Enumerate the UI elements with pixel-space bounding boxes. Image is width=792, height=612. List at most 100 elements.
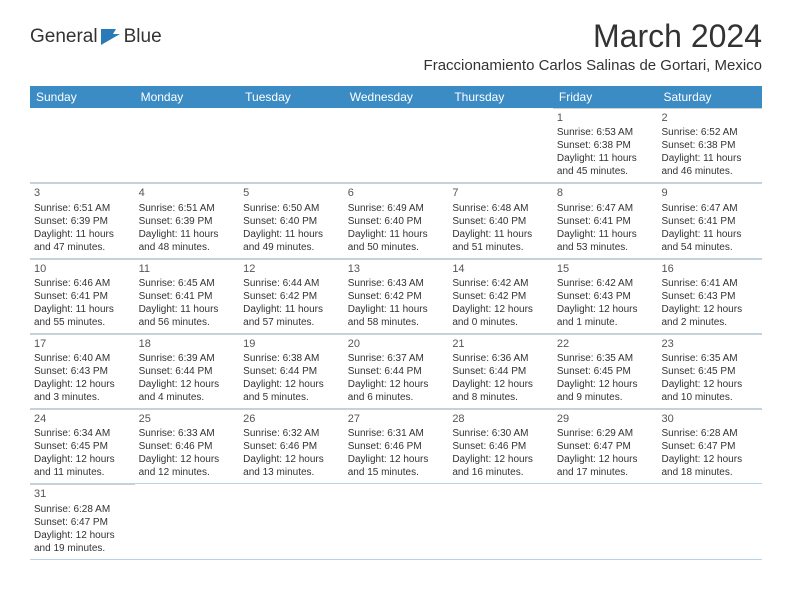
sunset-line: Sunset: 6:46 PM — [243, 440, 340, 453]
logo: General Blue — [30, 26, 162, 48]
day-number: 6 — [348, 186, 445, 200]
sunrise-line: Sunrise: 6:49 AM — [348, 202, 445, 215]
sunset-line: Sunset: 6:44 PM — [243, 365, 340, 378]
sunrise-line: Sunrise: 6:35 AM — [661, 352, 758, 365]
day-cell: 10Sunrise: 6:46 AMSunset: 6:41 PMDayligh… — [30, 259, 135, 333]
day-cell: 27Sunrise: 6:31 AMSunset: 6:46 PMDayligh… — [344, 409, 449, 483]
sunset-line: Sunset: 6:38 PM — [557, 139, 654, 152]
day-number: 15 — [557, 262, 654, 276]
sunset-line: Sunset: 6:38 PM — [661, 139, 758, 152]
sunrise-line: Sunrise: 6:35 AM — [557, 352, 654, 365]
sunset-line: Sunset: 6:45 PM — [557, 365, 654, 378]
day-cell: 21Sunrise: 6:36 AMSunset: 6:44 PMDayligh… — [448, 334, 553, 408]
daylight-line: Daylight: 11 hours and 54 minutes. — [661, 228, 758, 254]
sunset-line: Sunset: 6:43 PM — [661, 290, 758, 303]
day-cell: 3Sunrise: 6:51 AMSunset: 6:39 PMDaylight… — [30, 183, 135, 257]
day-number: 12 — [243, 262, 340, 276]
week-row: 10Sunrise: 6:46 AMSunset: 6:41 PMDayligh… — [30, 259, 762, 334]
day-header: Tuesday — [239, 86, 344, 108]
sunrise-line: Sunrise: 6:32 AM — [243, 427, 340, 440]
day-cell: 31Sunrise: 6:28 AMSunset: 6:47 PMDayligh… — [30, 484, 135, 558]
header: General Blue March 2024 Fraccionamiento … — [0, 0, 792, 80]
sunrise-line: Sunrise: 6:43 AM — [348, 277, 445, 290]
daylight-line: Daylight: 11 hours and 53 minutes. — [557, 228, 654, 254]
sunset-line: Sunset: 6:42 PM — [348, 290, 445, 303]
sunrise-line: Sunrise: 6:46 AM — [34, 277, 131, 290]
day-cell: 16Sunrise: 6:41 AMSunset: 6:43 PMDayligh… — [657, 259, 762, 333]
sunrise-line: Sunrise: 6:33 AM — [139, 427, 236, 440]
sunset-line: Sunset: 6:39 PM — [34, 215, 131, 228]
day-cell — [344, 108, 449, 182]
day-cell: 20Sunrise: 6:37 AMSunset: 6:44 PMDayligh… — [344, 334, 449, 408]
daylight-line: Daylight: 12 hours and 11 minutes. — [34, 453, 131, 479]
day-cell — [344, 484, 449, 558]
sunrise-line: Sunrise: 6:38 AM — [243, 352, 340, 365]
sunrise-line: Sunrise: 6:52 AM — [661, 126, 758, 139]
day-number: 9 — [661, 186, 758, 200]
title-block: March 2024 Fraccionamiento Carlos Salina… — [424, 18, 762, 74]
sunset-line: Sunset: 6:39 PM — [139, 215, 236, 228]
daylight-line: Daylight: 12 hours and 6 minutes. — [348, 378, 445, 404]
day-cell: 14Sunrise: 6:42 AMSunset: 6:42 PMDayligh… — [448, 259, 553, 333]
week-row: 3Sunrise: 6:51 AMSunset: 6:39 PMDaylight… — [30, 183, 762, 258]
daylight-line: Daylight: 11 hours and 48 minutes. — [139, 228, 236, 254]
sunset-line: Sunset: 6:42 PM — [452, 290, 549, 303]
day-cell: 28Sunrise: 6:30 AMSunset: 6:46 PMDayligh… — [448, 409, 553, 483]
day-number: 8 — [557, 186, 654, 200]
sunset-line: Sunset: 6:41 PM — [661, 215, 758, 228]
sunrise-line: Sunrise: 6:48 AM — [452, 202, 549, 215]
sunrise-line: Sunrise: 6:29 AM — [557, 427, 654, 440]
day-number: 25 — [139, 412, 236, 426]
day-number: 11 — [139, 262, 236, 276]
sunrise-line: Sunrise: 6:28 AM — [34, 503, 131, 516]
day-number: 13 — [348, 262, 445, 276]
daylight-line: Daylight: 12 hours and 5 minutes. — [243, 378, 340, 404]
sunrise-line: Sunrise: 6:53 AM — [557, 126, 654, 139]
day-number: 31 — [34, 487, 131, 501]
daylight-line: Daylight: 11 hours and 51 minutes. — [452, 228, 549, 254]
day-number: 20 — [348, 337, 445, 351]
day-header: Monday — [135, 86, 240, 108]
daylight-line: Daylight: 12 hours and 12 minutes. — [139, 453, 236, 479]
day-cell: 13Sunrise: 6:43 AMSunset: 6:42 PMDayligh… — [344, 259, 449, 333]
daylight-line: Daylight: 12 hours and 10 minutes. — [661, 378, 758, 404]
sunset-line: Sunset: 6:45 PM — [34, 440, 131, 453]
sunrise-line: Sunrise: 6:42 AM — [557, 277, 654, 290]
sunset-line: Sunset: 6:41 PM — [139, 290, 236, 303]
daylight-line: Daylight: 12 hours and 1 minute. — [557, 303, 654, 329]
sunrise-line: Sunrise: 6:36 AM — [452, 352, 549, 365]
day-number: 17 — [34, 337, 131, 351]
day-cell: 29Sunrise: 6:29 AMSunset: 6:47 PMDayligh… — [553, 409, 658, 483]
sunset-line: Sunset: 6:46 PM — [452, 440, 549, 453]
sunrise-line: Sunrise: 6:47 AM — [557, 202, 654, 215]
sunset-line: Sunset: 6:44 PM — [452, 365, 549, 378]
sunrise-line: Sunrise: 6:40 AM — [34, 352, 131, 365]
day-number: 14 — [452, 262, 549, 276]
daylight-line: Daylight: 11 hours and 55 minutes. — [34, 303, 131, 329]
sunset-line: Sunset: 6:40 PM — [348, 215, 445, 228]
flag-icon — [100, 28, 122, 46]
day-cell: 4Sunrise: 6:51 AMSunset: 6:39 PMDaylight… — [135, 183, 240, 257]
day-cell: 15Sunrise: 6:42 AMSunset: 6:43 PMDayligh… — [553, 259, 658, 333]
sunset-line: Sunset: 6:44 PM — [348, 365, 445, 378]
sunrise-line: Sunrise: 6:28 AM — [661, 427, 758, 440]
day-number: 5 — [243, 186, 340, 200]
day-number: 2 — [661, 111, 758, 125]
logo-text-general: General — [30, 26, 98, 48]
day-header: Thursday — [448, 86, 553, 108]
day-number: 29 — [557, 412, 654, 426]
week-row: 1Sunrise: 6:53 AMSunset: 6:38 PMDaylight… — [30, 108, 762, 183]
daylight-line: Daylight: 12 hours and 17 minutes. — [557, 453, 654, 479]
day-number: 27 — [348, 412, 445, 426]
calendar: SundayMondayTuesdayWednesdayThursdayFrid… — [30, 86, 762, 560]
day-cell: 2Sunrise: 6:52 AMSunset: 6:38 PMDaylight… — [657, 108, 762, 182]
daylight-line: Daylight: 12 hours and 4 minutes. — [139, 378, 236, 404]
day-cell — [448, 108, 553, 182]
day-cell: 19Sunrise: 6:38 AMSunset: 6:44 PMDayligh… — [239, 334, 344, 408]
day-cell: 22Sunrise: 6:35 AMSunset: 6:45 PMDayligh… — [553, 334, 658, 408]
sunrise-line: Sunrise: 6:45 AM — [139, 277, 236, 290]
day-cell — [657, 484, 762, 558]
day-cell: 9Sunrise: 6:47 AMSunset: 6:41 PMDaylight… — [657, 183, 762, 257]
daylight-line: Daylight: 11 hours and 46 minutes. — [661, 152, 758, 178]
daylight-line: Daylight: 11 hours and 50 minutes. — [348, 228, 445, 254]
